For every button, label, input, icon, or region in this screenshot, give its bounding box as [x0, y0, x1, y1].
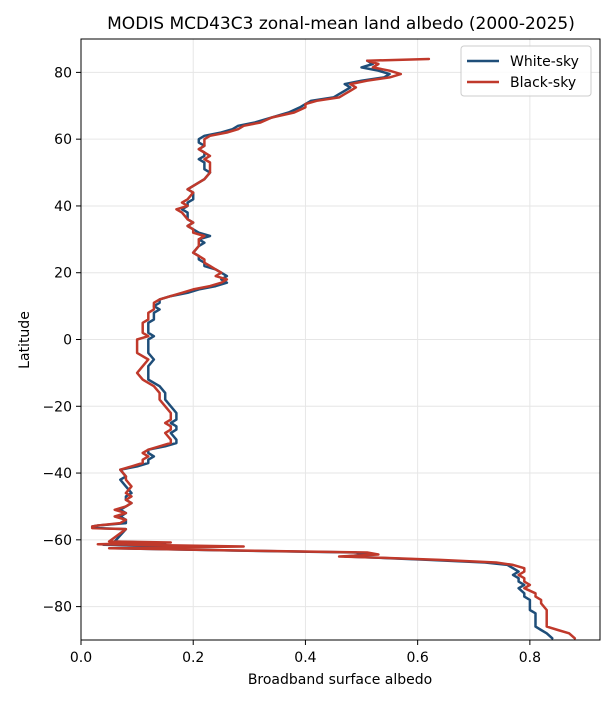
y-tick-label: −20 — [42, 399, 72, 415]
legend: White-sky Black-sky — [460, 45, 592, 97]
x-tick-label: 0.4 — [294, 650, 316, 666]
y-tick-label: −40 — [42, 466, 72, 482]
y-axis-title: Latitude — [17, 311, 33, 369]
y-tick-label: −60 — [42, 533, 72, 549]
x-tick-label: 0.6 — [407, 650, 429, 666]
x-tick-label: 0.2 — [182, 650, 204, 666]
x-tick-label: 0.8 — [519, 650, 541, 666]
x-axis-title: Broadband surface albedo — [248, 672, 432, 688]
series-line-black-sky — [90, 57, 577, 640]
chart-title: MODIS MCD43C3 zonal-mean land albedo (20… — [107, 14, 575, 34]
series-lines — [90, 57, 577, 640]
axis-ticks: 0.0 0.2 0.4 0.6 0.8 −80 −60 −40 −20 0 20 40 60 80 — [42, 65, 541, 666]
y-tick-label: −80 — [42, 600, 72, 616]
legend-label-black-sky: Black-sky — [510, 75, 576, 91]
y-tick-label: 40 — [54, 199, 72, 215]
legend-label-white-sky: White-sky — [510, 54, 579, 70]
y-tick-label: 60 — [54, 132, 72, 148]
legend-frame — [460, 45, 592, 97]
y-tick-label: 80 — [54, 65, 72, 81]
y-tick-label: 20 — [54, 266, 72, 282]
x-tick-label: 0.0 — [70, 650, 92, 666]
y-tick-label: 0 — [63, 333, 72, 349]
